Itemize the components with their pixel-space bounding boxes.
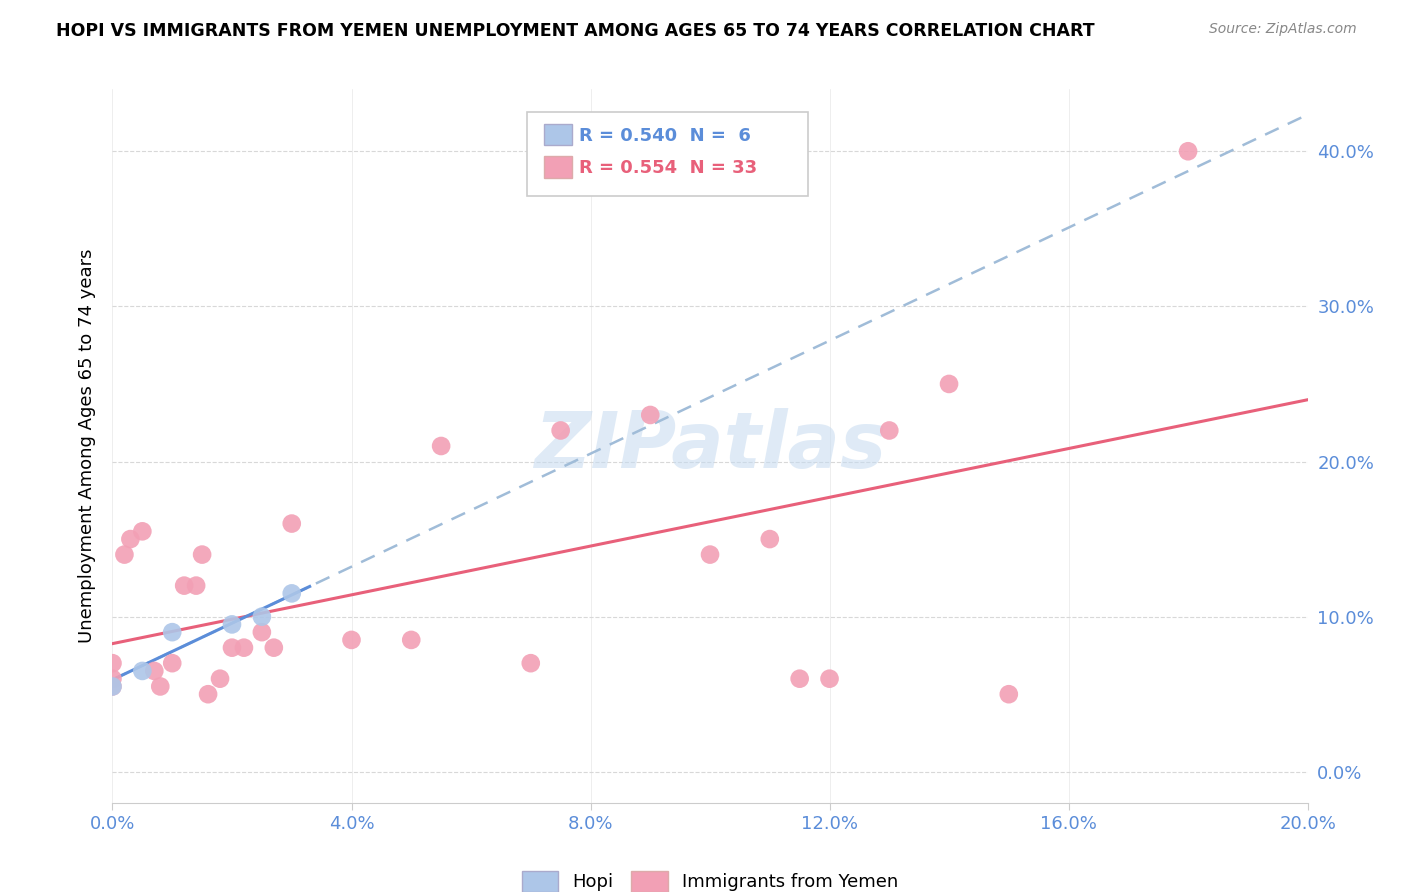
Point (131, 664, 153, 678)
Point (209, 672, 232, 686)
Point (233, 640, 256, 655)
Point (1177, 145, 1199, 159)
Text: Source: ZipAtlas.com: Source: ZipAtlas.com (1209, 22, 1357, 37)
Point (186, 579, 208, 593)
Point (101, 680, 124, 694)
Point (162, 656, 183, 670)
Text: ZIPatlas: ZIPatlas (534, 408, 886, 484)
Point (101, 672, 124, 686)
Point (789, 672, 811, 686)
Point (131, 524, 153, 539)
Point (401, 632, 423, 647)
Point (281, 586, 304, 600)
Point (879, 424, 901, 438)
Point (263, 640, 285, 655)
Text: R = 0.554  N = 33: R = 0.554 N = 33 (579, 159, 758, 177)
Point (550, 424, 572, 438)
Text: HOPI VS IMMIGRANTS FROM YEMEN UNEMPLOYMENT AMONG AGES 65 TO 74 YEARS CORRELATION: HOPI VS IMMIGRANTS FROM YEMEN UNEMPLOYME… (56, 22, 1095, 40)
Point (173, 579, 195, 593)
Point (281, 516, 304, 531)
Point (998, 687, 1021, 701)
Point (430, 439, 453, 453)
Y-axis label: Unemployment Among Ages 65 to 74 years: Unemployment Among Ages 65 to 74 years (77, 249, 96, 643)
Point (221, 617, 243, 632)
Point (221, 640, 243, 655)
Point (191, 548, 214, 562)
Point (250, 609, 273, 624)
Point (938, 376, 960, 391)
Point (520, 656, 543, 670)
Point (250, 625, 273, 640)
Point (640, 408, 662, 422)
Point (101, 656, 124, 670)
Point (699, 548, 721, 562)
Point (340, 632, 363, 647)
Point (143, 664, 166, 678)
Text: R = 0.540  N =  6: R = 0.540 N = 6 (579, 127, 751, 145)
Point (759, 532, 782, 546)
Point (149, 680, 172, 694)
Point (818, 672, 841, 686)
Legend: Hopi, Immigrants from Yemen: Hopi, Immigrants from Yemen (513, 862, 907, 892)
Point (101, 680, 124, 694)
Point (162, 625, 183, 640)
Point (120, 532, 142, 546)
Point (114, 548, 135, 562)
Point (197, 687, 219, 701)
